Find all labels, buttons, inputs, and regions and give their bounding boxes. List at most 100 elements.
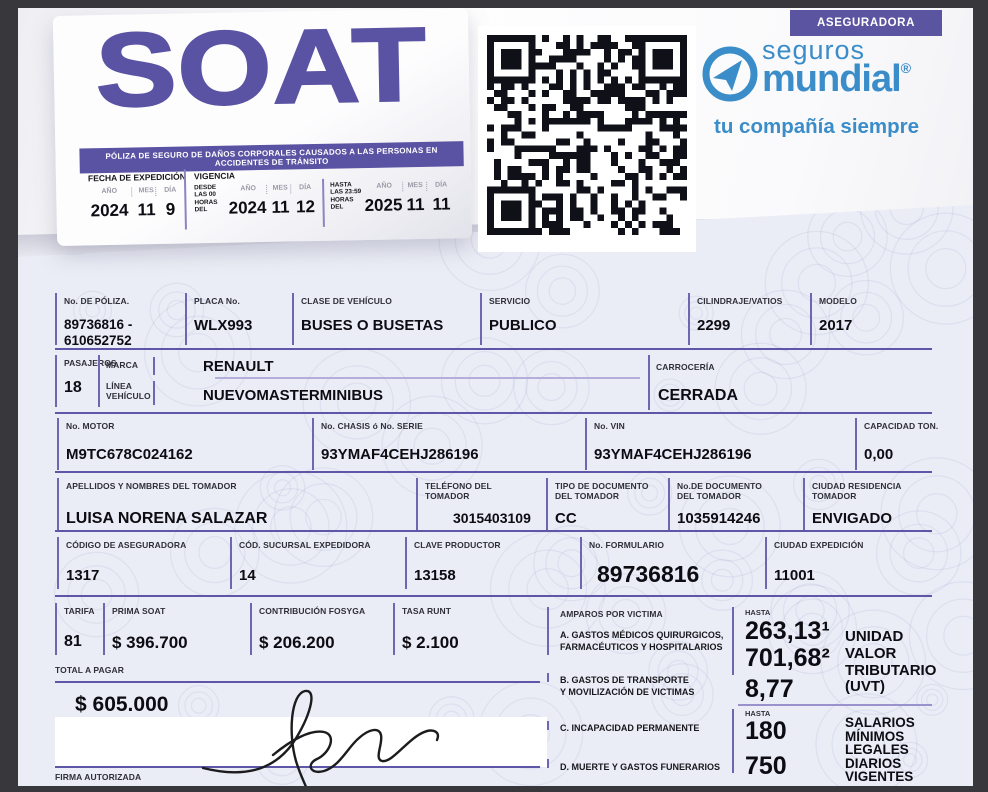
hasta-label-2: HASTA xyxy=(745,709,771,718)
field-value-marca: RENAULT xyxy=(203,358,274,375)
field-value: $ 396.700 xyxy=(112,633,188,652)
desde-day-label: DÍA xyxy=(299,184,312,192)
field-cod-sucursal: CÓD. SUCURSAL EXPEDIDORA 14 xyxy=(230,537,398,589)
field-value: 11001 xyxy=(774,567,815,584)
field-value: 93YMAF4CEHJ286196 xyxy=(321,446,479,463)
field-value: 18 xyxy=(64,379,82,396)
field-divider xyxy=(98,355,100,407)
amparo-c-value: 180 xyxy=(745,717,787,745)
field-prima: PRIMA SOAT $ 396.700 xyxy=(103,603,243,655)
field-label: TARIFA xyxy=(64,606,95,616)
field-value: 2017 xyxy=(819,317,853,334)
field-value-linea: NUEVOMASTERMINIBUS xyxy=(203,387,384,404)
field-value: 13158 xyxy=(414,567,456,584)
soat-logo: SOAT xyxy=(94,8,430,131)
field-value: ENVIGADO xyxy=(812,510,893,527)
field-clave-productor: CLAVE PRODUCTOR 13158 xyxy=(405,537,555,589)
dotted-separator xyxy=(402,182,404,192)
field-label: No. MOTOR xyxy=(66,421,115,431)
amparo-a-label: A. GASTOS MÉDICOS QUIRURGICOS, FARMACÉUT… xyxy=(560,630,724,652)
brand-tagline: tu compañía siempre xyxy=(714,115,920,138)
unit-uvt: UNIDAD VALOR TRIBUTARIO (UVT) xyxy=(845,628,937,696)
field-label: CONTRIBUCIÓN FOSYGA xyxy=(259,606,366,616)
amparos-separator xyxy=(738,704,932,706)
amparo-b-label: B. GASTOS DE TRANSPORTE Y MOVILIZACIÓN D… xyxy=(560,675,695,697)
dotted-separator xyxy=(131,187,133,197)
field-ciudad-res: CIUDAD RESIDENCIA TOMADOR ENVIGADO xyxy=(803,478,948,530)
vigencia-title: VIGENCIA xyxy=(193,170,236,182)
field-label: PASAJEROS xyxy=(64,358,117,368)
vigencia-hasta-prefix: HASTA LAS 23:59 HORAS DEL xyxy=(330,181,362,211)
amparos-title: AMPAROS POR VICTIMA xyxy=(560,609,663,619)
field-value-carroceria: CERRADA xyxy=(658,387,738,404)
field-label: MODELO xyxy=(819,296,857,306)
field-placa: PLACA No. WLX993 xyxy=(185,293,285,345)
amparo-a-value-1: 263,13¹ xyxy=(745,617,830,645)
dates-section: FECHA DE EXPEDICIÓN AÑO MES DÍA 2024 11 … xyxy=(56,162,472,240)
expedition-day-label: DÍA xyxy=(164,186,177,194)
field-value: WLX993 xyxy=(194,317,253,334)
field-label: CLAVE PRODUCTOR xyxy=(414,540,501,550)
field-poliza: No. DE PÓLIZA. 89736816 - 610652752 xyxy=(55,293,181,348)
field-modelo: MODELO 2017 xyxy=(810,293,930,345)
row-separator xyxy=(55,348,932,350)
amparo-d-label: D. MUERTE Y GASTOS FUNERARIOS xyxy=(560,762,721,772)
amparos-left-divider xyxy=(547,673,549,682)
soat-header-card: SOAT PÓLIZA DE SEGURO DE DAÑOS CORPORALE… xyxy=(52,8,473,246)
hasta-year: 2025 xyxy=(364,195,403,216)
amparos-left-divider xyxy=(547,607,549,655)
field-label: CÓDIGO DE ASEGURADORA xyxy=(66,540,187,550)
field-label: PRIMA SOAT xyxy=(112,606,166,616)
field-value: 2299 xyxy=(697,317,731,334)
field-fosyga: CONTRIBUCIÓN FOSYGA $ 206.200 xyxy=(250,603,388,655)
expedition-year-label: AÑO xyxy=(101,187,118,196)
amparo-c-label: C. INCAPACIDAD PERMANENTE xyxy=(560,723,700,733)
total-separator xyxy=(55,681,540,683)
amparo-b-value: 8,77 xyxy=(745,675,794,703)
field-label: TELÉFONO DEL TOMADOR xyxy=(425,481,492,502)
field-divider xyxy=(153,357,155,375)
field-value: 89736816 xyxy=(597,561,700,587)
dates-divider xyxy=(322,178,325,227)
field-servicio: SERVICIO PUBLICO xyxy=(480,293,680,345)
field-label: APELLIDOS Y NOMBRES DEL TOMADOR xyxy=(66,481,237,491)
field-label-linea: LÍNEA VEHÍCULO xyxy=(106,381,151,402)
field-value: PUBLICO xyxy=(489,317,557,334)
field-value: 3015403109 xyxy=(453,510,531,526)
field-label: TIPO DE DOCUMENTO DEL TOMADOR xyxy=(555,481,649,502)
row-separator xyxy=(55,595,932,597)
marca-underline xyxy=(215,377,640,379)
field-clase: CLASE DE VEHÍCULO BUSES O BUSETAS xyxy=(292,293,477,345)
field-runt: TASA RUNT $ 2.100 xyxy=(393,603,505,655)
field-divider xyxy=(648,355,650,410)
dotted-separator xyxy=(155,187,157,197)
expedition-day: 9 xyxy=(165,199,176,219)
field-tomador: APELLIDOS Y NOMBRES DEL TOMADOR LUISA NO… xyxy=(57,478,407,530)
field-value: 1317 xyxy=(66,567,100,584)
field-capacidad: CAPACIDAD TON. 0,00 xyxy=(855,418,950,470)
brand-seguros-text: seguros xyxy=(762,35,866,65)
total-value: $ 605.000 xyxy=(75,693,169,716)
row-separator xyxy=(55,530,932,532)
firma-label: FIRMA AUTORIZADA xyxy=(55,772,142,782)
amparos-left-divider xyxy=(547,721,549,730)
field-value: BUSES O BUSETAS xyxy=(301,317,444,334)
expedition-title: FECHA DE EXPEDICIÓN xyxy=(87,171,186,184)
expedition-year: 2024 xyxy=(90,200,129,221)
dates-divider xyxy=(183,169,187,230)
desde-year: 2024 xyxy=(228,197,267,218)
amparo-d-value: 750 xyxy=(745,752,787,780)
field-value: LUISA NORENA SALAZAR xyxy=(66,510,268,527)
qr-code-box xyxy=(478,26,696,252)
policy-form-panel: No. DE PÓLIZA. 89736816 - 610652752 PLAC… xyxy=(18,205,973,786)
field-label: No. FORMULARIO xyxy=(589,540,665,550)
field-label: CÓD. SUCURSAL EXPEDIDORA xyxy=(239,540,371,550)
field-vin: No. VIN 93YMAF4CEHJ286196 xyxy=(585,418,835,470)
field-value: $ 2.100 xyxy=(402,633,459,652)
field-label: SERVICIO xyxy=(489,296,531,306)
field-cod-aseguradora: CÓDIGO DE ASEGURADORA 1317 xyxy=(57,537,225,589)
field-label-marca: MARCA xyxy=(106,360,139,370)
unit-smldv: SALARIOS MÍNIMOS LEGALES DIARIOS VIGENTE… xyxy=(845,715,915,784)
dotted-separator xyxy=(266,184,268,194)
